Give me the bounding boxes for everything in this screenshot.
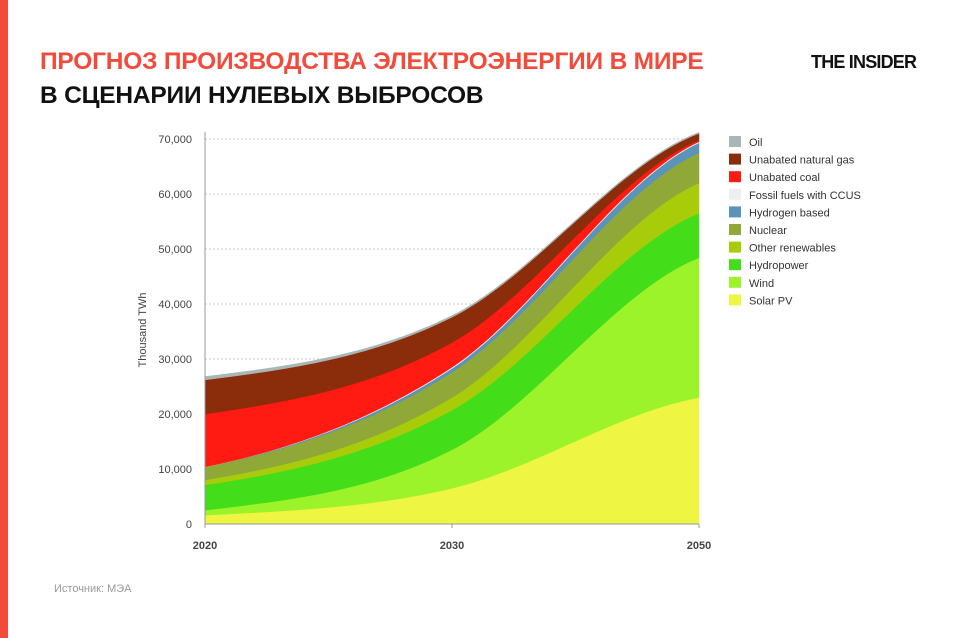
legend-swatch bbox=[729, 294, 741, 306]
legend-swatch bbox=[729, 153, 741, 165]
y-tick-label: 60,000 bbox=[158, 189, 192, 201]
area-oil bbox=[204, 132, 700, 381]
legend-label: Nuclear bbox=[749, 225, 787, 237]
legend-swatch bbox=[729, 188, 741, 200]
y-tick-label: 0 bbox=[186, 519, 192, 531]
accent-bar bbox=[0, 0, 8, 638]
y-tick-label: 70,000 bbox=[158, 134, 192, 146]
y-tick-label: 30,000 bbox=[158, 354, 192, 366]
legend-swatch bbox=[729, 206, 741, 218]
x-tick-label: 2030 bbox=[440, 540, 464, 552]
title-line-1: ПРОГНОЗ ПРОИЗВОДСТВА ЭЛЕКТРОЭНЕРГИИ В МИ… bbox=[40, 48, 704, 75]
the-insider-logo: THE INSIDER bbox=[811, 52, 917, 72]
x-tick-label: 2050 bbox=[687, 540, 711, 552]
legend-swatch bbox=[729, 241, 741, 253]
legend-label: Hydropower bbox=[749, 260, 809, 272]
x-tick-label: 2020 bbox=[193, 540, 217, 552]
legend-swatch bbox=[729, 276, 741, 288]
y-tick-label: 20,000 bbox=[158, 409, 192, 421]
legend-swatch bbox=[729, 259, 741, 271]
title-line-2: В СЦЕНАРИИ НУЛЕВЫХ ВЫБРОСОВ bbox=[40, 82, 484, 109]
legend-swatch bbox=[729, 224, 741, 235]
legend-label: Other renewables bbox=[749, 243, 836, 255]
legend-label: Wind bbox=[749, 278, 774, 290]
source-note: Источник: МЭА bbox=[54, 583, 132, 595]
legend-swatch bbox=[729, 171, 741, 183]
y-tick-label: 40,000 bbox=[158, 299, 192, 311]
legend-label: Unabated coal bbox=[749, 172, 820, 184]
legend-label: Oil bbox=[749, 137, 762, 149]
y-tick-label: 10,000 bbox=[158, 464, 192, 476]
legend-swatch bbox=[729, 136, 741, 147]
legend-label: Fossil fuels with CCUS bbox=[749, 190, 861, 202]
legend-label: Unabated natural gas bbox=[749, 155, 855, 167]
legend-label: Hydrogen based bbox=[749, 207, 830, 219]
y-axis-label: Thousand TWh bbox=[137, 292, 149, 367]
legend-label: Solar PV bbox=[749, 295, 793, 307]
y-tick-label: 50,000 bbox=[158, 244, 192, 256]
